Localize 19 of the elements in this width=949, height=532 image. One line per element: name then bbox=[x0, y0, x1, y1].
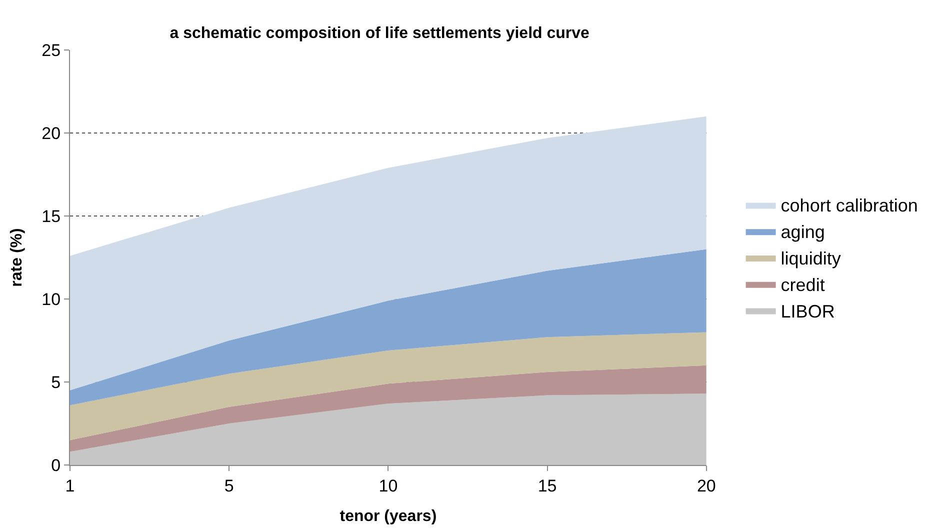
x-tick-label: 10 bbox=[378, 476, 398, 496]
legend-label: liquidity bbox=[780, 248, 841, 269]
x-tick-label: 1 bbox=[65, 476, 75, 496]
y-tick-label: 0 bbox=[51, 456, 61, 475]
legend-label: LIBOR bbox=[780, 301, 835, 322]
legend-label: aging bbox=[780, 222, 825, 242]
x-tick-label: 20 bbox=[696, 476, 716, 496]
x-tick-label: 15 bbox=[538, 476, 557, 496]
y-tick-label: 25 bbox=[42, 40, 61, 60]
y-axis-title: rate (%) bbox=[8, 228, 26, 287]
y-tick-label: 10 bbox=[42, 290, 61, 309]
x-axis-title: tenor (years) bbox=[340, 508, 437, 526]
y-tick-label: 5 bbox=[51, 372, 61, 392]
x-tick-label: 5 bbox=[224, 476, 234, 496]
y-tick-label: 20 bbox=[42, 124, 61, 143]
y-tick-label: 15 bbox=[42, 206, 61, 226]
legend-label: credit bbox=[780, 274, 825, 295]
legend-label: cohort calibration bbox=[780, 196, 918, 216]
chart-title: a schematic composition of life settlements yield curve bbox=[170, 24, 590, 42]
